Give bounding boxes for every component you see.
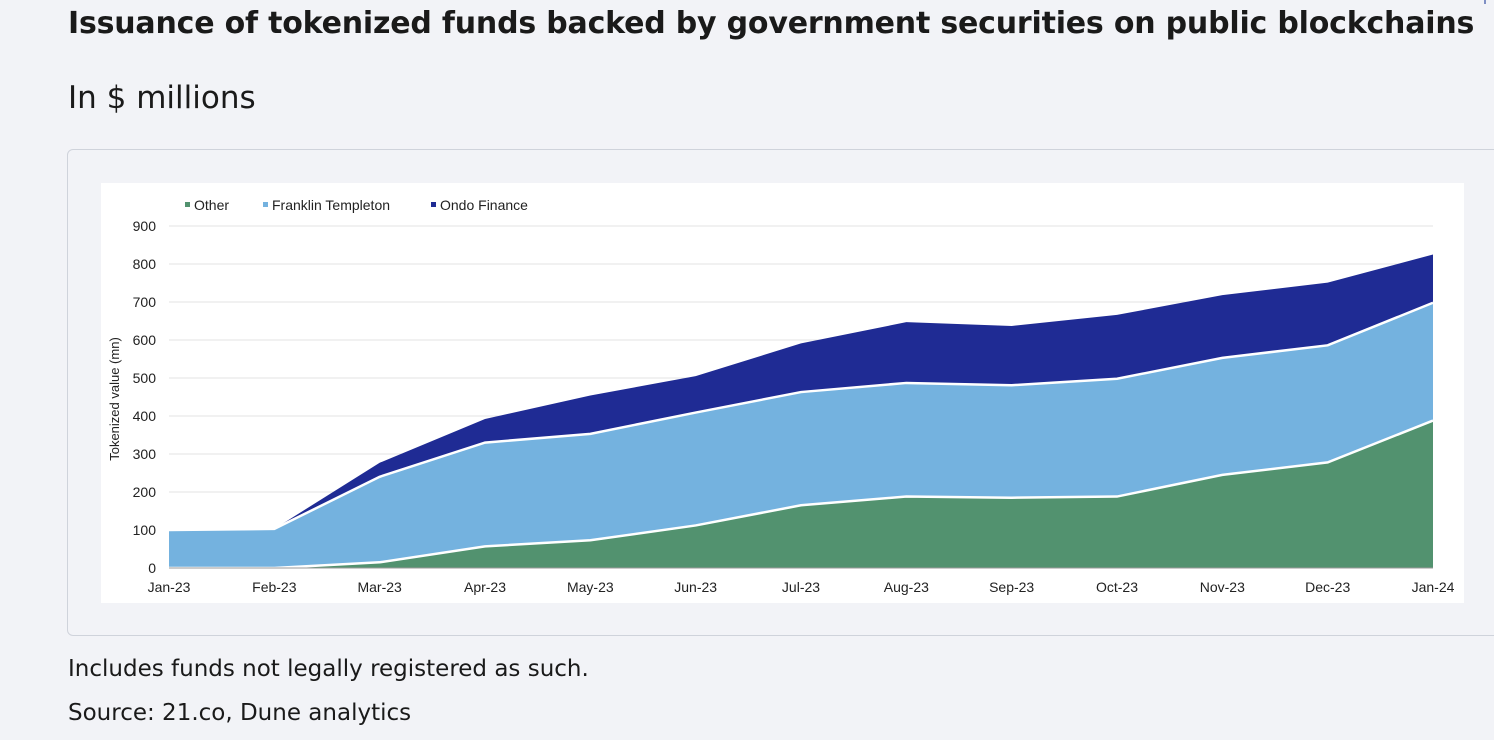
area-other <box>169 420 1433 568</box>
x-tick-label: Oct-23 <box>1096 579 1138 595</box>
y-tick-label: 0 <box>148 560 156 576</box>
area-separators <box>168 301 1434 570</box>
corner-decoration <box>1484 0 1494 4</box>
x-tick-label: Apr-23 <box>464 579 506 595</box>
x-tick-label: Dec-23 <box>1305 579 1350 595</box>
legend-label: Ondo Finance <box>440 197 528 213</box>
area-ondo-finance <box>169 254 1433 530</box>
legend: Other Franklin Templeton Ondo Finance <box>185 197 528 213</box>
x-tick-label: Sep-23 <box>989 579 1034 595</box>
axes: 0 100 200 300 400 500 600 700 800 900 Jan-23 Feb-23… <box>133 218 1455 595</box>
area-franklin-templeton <box>169 302 1433 568</box>
legend-label: Other <box>194 197 229 213</box>
page-subtitle: In $ millions <box>68 80 256 116</box>
x-tick-label: Jun-23 <box>674 579 717 595</box>
legend-swatch <box>185 202 190 207</box>
x-tick-label: Feb-23 <box>252 579 297 595</box>
x-tick-label: Aug-23 <box>884 579 929 595</box>
legend-swatch <box>431 202 436 207</box>
source-note: Source: 21.co, Dune analytics <box>68 700 412 726</box>
y-tick-label: 200 <box>133 484 157 500</box>
x-tick-label: Jan-23 <box>148 579 191 595</box>
area-boundary-line <box>169 419 1434 570</box>
y-tick-label: 600 <box>133 332 157 348</box>
x-tick-label: Nov-23 <box>1200 579 1245 595</box>
legend-swatch <box>263 202 268 207</box>
y-tick-label: 900 <box>133 218 157 234</box>
footnote: Includes funds not legally registered as… <box>68 656 589 682</box>
page-title: Issuance of tokenized funds backed by go… <box>68 6 1475 41</box>
x-tick-label: Jan-24 <box>1412 579 1455 595</box>
y-axis-label: Tokenized value (mn) <box>107 337 122 461</box>
y-tick-label: 100 <box>133 522 157 538</box>
y-tick-label: 700 <box>133 294 157 310</box>
y-tick-label: 400 <box>133 408 157 424</box>
y-tick-label: 800 <box>133 256 157 272</box>
legend-label: Franklin Templeton <box>272 197 390 213</box>
area-series <box>169 254 1433 568</box>
chart: 0 100 200 300 400 500 600 700 800 900 Jan-23 Feb-23… <box>101 183 1464 603</box>
x-tick-label: May-23 <box>567 579 614 595</box>
x-tick-label: Mar-23 <box>357 579 402 595</box>
y-tick-label: 500 <box>133 370 157 386</box>
area-boundary-line <box>168 301 1434 532</box>
x-tick-label: Jul-23 <box>782 579 820 595</box>
y-tick-label: 300 <box>133 446 157 462</box>
